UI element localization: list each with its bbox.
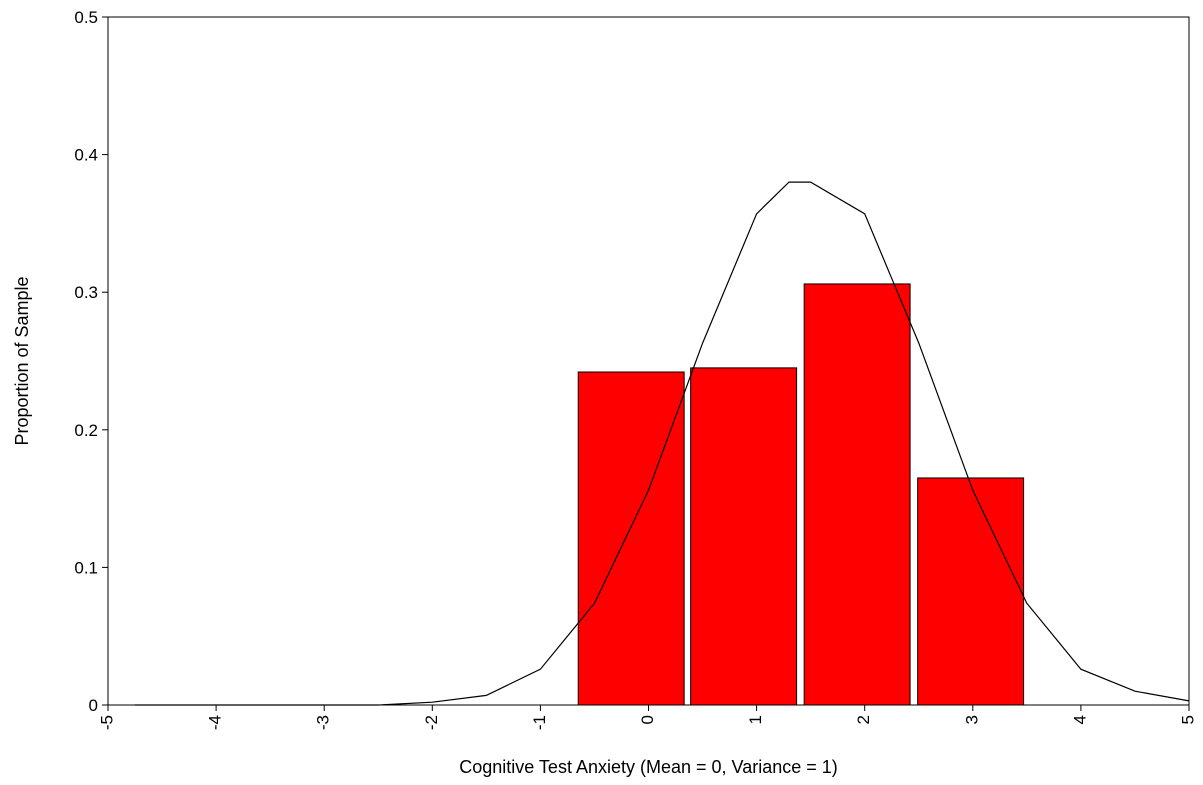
x-tick-label: 5	[1178, 715, 1197, 724]
y-tick-label: 0.4	[74, 146, 98, 165]
y-tick-label: 0.1	[74, 558, 98, 577]
histogram-bar-1	[577, 371, 685, 706]
x-tick-label: 0	[638, 715, 657, 724]
y-axis-title: Proportion of Sample	[12, 276, 32, 445]
histogram-bar-3	[803, 283, 911, 706]
x-tick-label: 4	[1070, 715, 1089, 724]
bars-layer	[577, 283, 1025, 706]
y-tick-label: 0.3	[74, 283, 98, 302]
y-tick-label: 0	[89, 696, 98, 715]
x-axis-title: Cognitive Test Anxiety (Mean = 0, Varian…	[459, 757, 838, 777]
y-axis: 0 0.1 0.2 0.3 0.4 0.5	[74, 8, 108, 715]
x-tick-label: -2	[422, 715, 441, 730]
x-tick-label: -3	[314, 715, 333, 730]
x-axis: -5 -4 -3 -2 -1 0 1 2 3 4 5	[97, 705, 1197, 730]
x-tick-label: -1	[530, 715, 549, 730]
x-tick-label: -4	[206, 715, 225, 730]
x-tick-label: -5	[97, 715, 116, 730]
histogram-bar-2	[690, 367, 798, 706]
y-tick-label: 0.2	[74, 421, 98, 440]
x-tick-label: 3	[962, 715, 981, 724]
histogram-bar-4	[917, 477, 1025, 706]
y-tick-label: 0.5	[74, 8, 98, 27]
x-tick-label: 1	[746, 715, 765, 724]
x-tick-label: 2	[854, 715, 873, 724]
